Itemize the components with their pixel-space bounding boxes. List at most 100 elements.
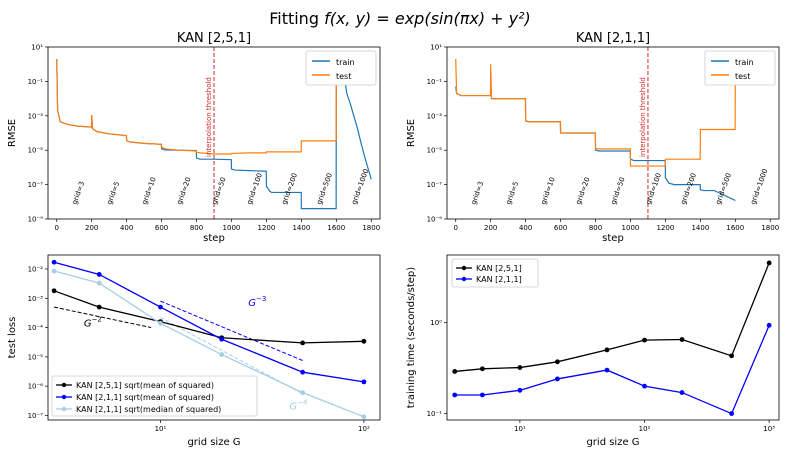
x-tick-label: 800 bbox=[589, 224, 602, 232]
x-axis-label: step bbox=[203, 233, 225, 244]
y-axis-label: training time (seconds/step) bbox=[406, 267, 417, 408]
legend-marker bbox=[61, 394, 67, 400]
y-tick-label: 10⁻⁷ bbox=[28, 181, 44, 189]
interpolation-threshold-label: interpolation threshold bbox=[639, 77, 647, 157]
grid-annotation: grid=200 bbox=[280, 172, 299, 206]
x-tick-label: 1000 bbox=[223, 224, 241, 232]
grid-annotation: grid=5 bbox=[505, 180, 521, 205]
grid-annotation: grid=100 bbox=[245, 172, 264, 206]
panel-test-loss-vs-grid: G−2 G−3 G−4 10¹ 10² 10⁻⁷ 10⁻⁶ 10⁻⁵ 10⁻⁴ 10⁻³ 10⁻² g… bbox=[7, 254, 381, 448]
series-point-0 bbox=[51, 288, 57, 294]
series-point-0 bbox=[300, 340, 306, 346]
y-tick-label: 10⁻⁷ bbox=[427, 181, 443, 189]
x-tick-label: 600 bbox=[155, 224, 168, 232]
panel-kan-211-rmse: interpolation threshold grid=3 grid=5 grid=… bbox=[406, 31, 780, 244]
x-tick-label: 0 bbox=[55, 224, 59, 232]
panel-title: KAN [2,5,1] bbox=[177, 31, 251, 46]
series-point-1 bbox=[452, 392, 458, 398]
x-tick-label: 400 bbox=[519, 224, 532, 232]
y-tick-label: 10¹ bbox=[430, 44, 442, 52]
x-tick-label: 200 bbox=[484, 224, 497, 232]
y-tick-label: 10⁻⁵ bbox=[28, 353, 44, 361]
series-point-0 bbox=[517, 365, 523, 370]
legend-box bbox=[305, 50, 377, 86]
grid-annotation: grid=200 bbox=[679, 172, 698, 206]
series-line-test bbox=[455, 58, 738, 167]
reference-label-G−3: G−3 bbox=[248, 295, 266, 309]
y-tick-label: 10⁻² bbox=[28, 265, 44, 273]
legend-marker bbox=[461, 276, 467, 282]
reference-line-G−3 bbox=[160, 300, 303, 361]
y-tick-label: 10⁻³ bbox=[28, 295, 44, 303]
legend-label: KAN [2,1,1] bbox=[476, 275, 522, 284]
y-tick-label: 10⁻⁵ bbox=[28, 147, 44, 155]
legend-box bbox=[51, 375, 258, 417]
x-tick-label: 1200 bbox=[657, 224, 675, 232]
y-tick-label: 10⁻³ bbox=[28, 112, 44, 120]
x-tick-label: 0 bbox=[454, 224, 458, 232]
legend-label: KAN [2,5,1] bbox=[476, 264, 522, 273]
series-point-0 bbox=[679, 337, 685, 342]
x-tick-label: 1800 bbox=[362, 224, 380, 232]
series-point-1 bbox=[51, 259, 57, 265]
y-tick-label: 10⁻⁹ bbox=[427, 216, 443, 224]
y-tick-label: 10⁻⁶ bbox=[28, 383, 44, 391]
series-point-0 bbox=[604, 347, 610, 353]
grid-annotation: grid=1000 bbox=[350, 168, 370, 206]
series-point-0 bbox=[452, 369, 458, 374]
series-point-0 bbox=[361, 338, 367, 344]
series-point-0 bbox=[642, 337, 647, 343]
panel-training-time-vs-grid: 10¹ 10² 10³ 10⁻¹ 10⁰ grid size G training time… bbox=[406, 254, 780, 448]
y-tick-label: 10¹ bbox=[31, 44, 43, 52]
grid-annotation: grid=100 bbox=[644, 172, 663, 206]
series-point-1 bbox=[766, 322, 772, 328]
plot-area bbox=[455, 47, 738, 219]
series-line-1 bbox=[454, 325, 770, 415]
grid-annotation: grid=5 bbox=[106, 180, 122, 205]
figure-title: Fitting f(x, y) = exp(sin(πx) + y²) bbox=[269, 9, 531, 28]
y-axis-label: test loss bbox=[7, 317, 18, 359]
x-tick-label: 1800 bbox=[761, 224, 779, 232]
series-point-1 bbox=[679, 390, 685, 395]
y-tick-label: 10⁻³ bbox=[427, 112, 443, 120]
series-line-2 bbox=[53, 270, 365, 418]
legend-label: KAN [2,1,1] sqrt(mean of squared) bbox=[76, 393, 214, 402]
interpolation-threshold-label: interpolation threshold bbox=[205, 77, 213, 157]
series-point-0 bbox=[766, 260, 772, 266]
series-point-0 bbox=[555, 359, 560, 365]
series-line-test bbox=[56, 59, 372, 155]
series-point-2 bbox=[361, 414, 367, 420]
panel-kan-251-rmse: interpolation threshold grid=3 grid=5 grid=… bbox=[7, 31, 381, 244]
grid-annotation: grid=20 bbox=[175, 176, 192, 206]
plot-frame bbox=[47, 46, 381, 220]
y-axis-label: RMSE bbox=[7, 119, 18, 147]
x-tick-label: 600 bbox=[554, 224, 567, 232]
grid-annotation: grid=500 bbox=[315, 172, 334, 206]
grid-annotation: grid=10 bbox=[539, 176, 556, 206]
y-tick-label: 10⁻¹ bbox=[427, 410, 443, 418]
series-point-1 bbox=[361, 379, 367, 385]
legend-marker bbox=[461, 265, 467, 271]
x-tick-label: 1600 bbox=[726, 224, 744, 232]
x-tick-label: 1000 bbox=[622, 224, 640, 232]
series-line-1 bbox=[53, 261, 364, 383]
x-tick-label: 1400 bbox=[691, 224, 709, 232]
series-point-2 bbox=[300, 390, 306, 396]
series-point-1 bbox=[219, 336, 225, 342]
series-point-1 bbox=[517, 387, 523, 393]
series-point-1 bbox=[479, 392, 485, 398]
legend-label-train: train bbox=[336, 58, 355, 67]
x-tick-label: 10² bbox=[358, 425, 370, 433]
plot-frame bbox=[47, 254, 381, 421]
grid-annotation: grid=50 bbox=[609, 176, 626, 206]
plot-frame bbox=[446, 46, 780, 220]
series-point-2 bbox=[51, 268, 57, 274]
series-point-1 bbox=[729, 411, 735, 416]
series-point-0 bbox=[96, 304, 102, 310]
legend-label-train: train bbox=[735, 58, 754, 67]
grid-annotation: grid=500 bbox=[714, 172, 733, 206]
series-point-2 bbox=[96, 280, 102, 286]
series-point-1 bbox=[642, 383, 647, 389]
series-point-1 bbox=[555, 376, 560, 382]
